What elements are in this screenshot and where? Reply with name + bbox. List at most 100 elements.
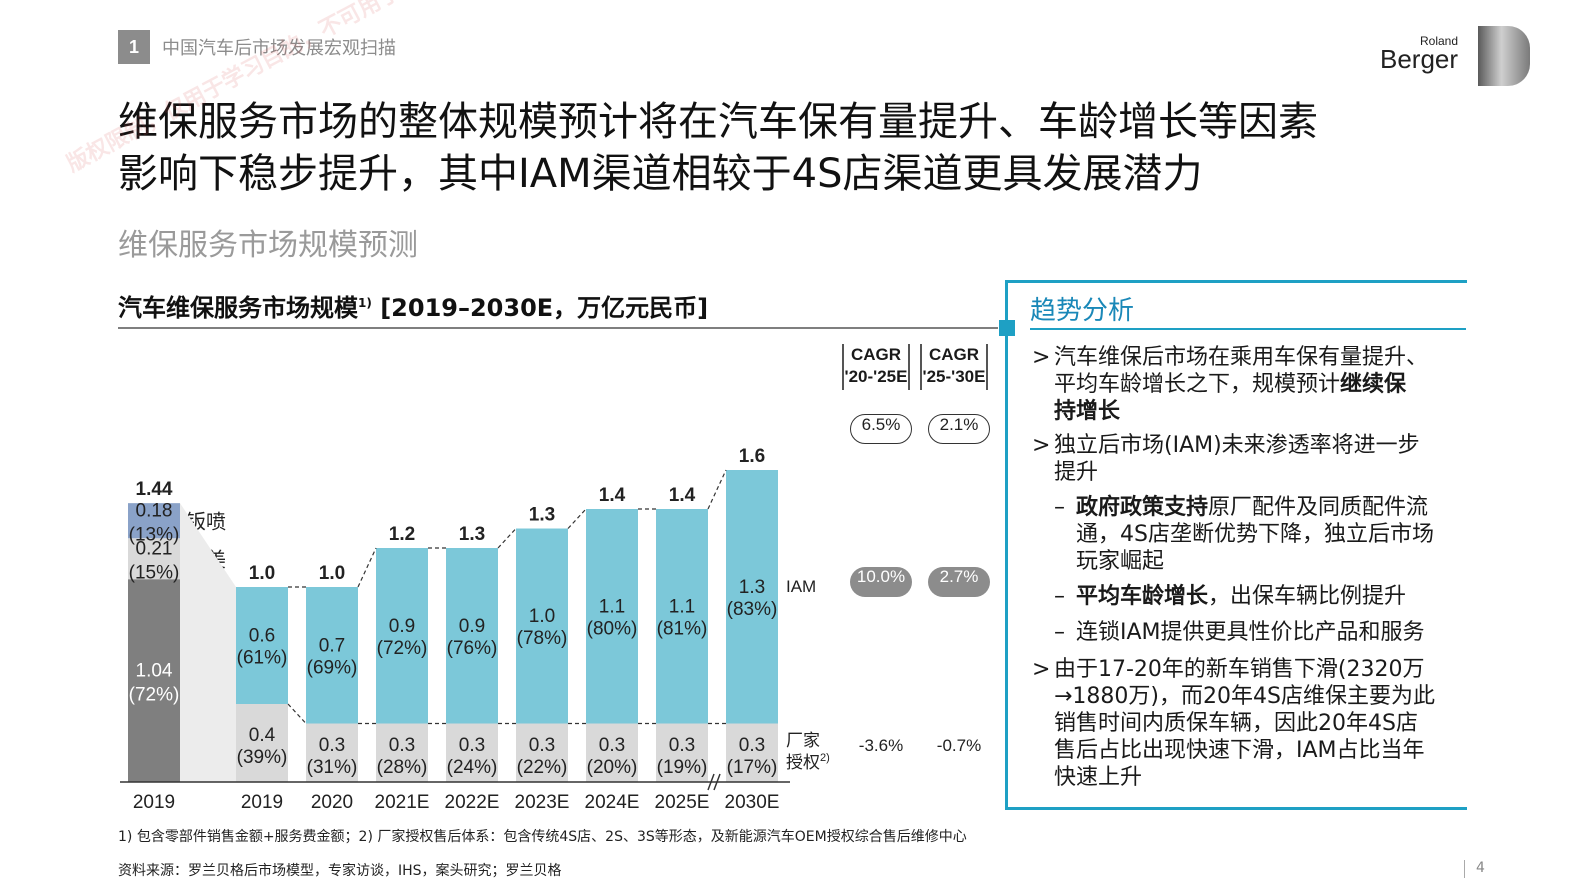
legend-label-oem-line2: 授权2) bbox=[786, 752, 830, 772]
bar-total-label: 1.4 bbox=[599, 485, 626, 506]
x-tick-label-2019-breakdown: 2019 bbox=[133, 792, 175, 813]
oem-value-label: 0.3 bbox=[319, 735, 345, 756]
iam-share-label: (78%) bbox=[517, 628, 568, 649]
bar-iam-2022E bbox=[446, 548, 498, 724]
iam-value-label: 1.3 bbox=[739, 577, 765, 598]
trend-s1-bold: 政府政策支持 bbox=[1076, 495, 1209, 520]
trend-bullet-1: > bbox=[1032, 344, 1050, 371]
x-tick-label: 2030E bbox=[725, 792, 780, 813]
legend-label-iam: IAM bbox=[786, 577, 816, 596]
cagr-header-20-25: CAGR '20-'25E bbox=[842, 344, 910, 390]
bar-2019-维保 bbox=[128, 579, 180, 782]
trend-s1-line3: 玩家崛起 bbox=[1076, 549, 1165, 574]
x-tick-label: 2023E bbox=[515, 792, 570, 813]
bar-oem-2030E bbox=[726, 723, 778, 782]
iam-share-label: (61%) bbox=[237, 648, 288, 669]
bar-iam-2025E bbox=[656, 509, 708, 724]
oem-share-label: (28%) bbox=[377, 757, 428, 778]
trend-s2-rest: ，出保车辆比例提升 bbox=[1208, 584, 1407, 609]
bar-2019-value-label: 0.21 bbox=[136, 539, 173, 560]
trend-s1-line1: 政府政策支持原厂配件及同质配件流 bbox=[1076, 494, 1468, 521]
trend-b1-line3: 持增长 bbox=[1054, 398, 1464, 425]
bar-total-label: 1.0 bbox=[319, 563, 345, 584]
x-tick-label: 2020 bbox=[311, 792, 353, 813]
bullet-glyph: > bbox=[1032, 433, 1051, 458]
cagr-header-label: CAGR bbox=[928, 345, 980, 364]
bar-iam-2020 bbox=[306, 587, 358, 724]
cagr-oem-25-30: -0.7% bbox=[936, 736, 982, 755]
iam-value-label: 0.6 bbox=[249, 626, 275, 647]
axis-break-mark bbox=[707, 773, 715, 791]
bullet-glyph: > bbox=[1032, 345, 1051, 370]
trend-sub-3-dash: – bbox=[1054, 620, 1065, 645]
trend-b1-line2b: 继续保 bbox=[1340, 372, 1407, 397]
x-tick-label: 2025E bbox=[655, 792, 710, 813]
trend-b3-line4: 售后占比出现快速下滑，IAM占比当年 bbox=[1054, 738, 1425, 763]
breakdown-connector-wedge bbox=[180, 503, 236, 782]
market-size-chart: 1.04(72%)维保0.21(15%)洗美0.18(13%)钣喷1.44 0.… bbox=[120, 446, 830, 813]
trend-b3-line5: 快速上升 bbox=[1054, 765, 1143, 790]
cagr-total-20-25: 6.5% bbox=[850, 414, 912, 444]
iam-share-label: (80%) bbox=[587, 618, 638, 639]
oem-share-label: (20%) bbox=[587, 757, 638, 778]
trend-sub-1-text: 政府政策支持原厂配件及同质配件流 通，4S店垄断优势下降，独立后市场 玩家崛起 bbox=[1076, 494, 1468, 575]
oem-trend-connector bbox=[287, 703, 307, 724]
iam-value-label: 0.9 bbox=[459, 616, 485, 637]
logo-roland: Roland bbox=[1420, 34, 1459, 48]
chart-title-text: 汽车维保服务市场规模 bbox=[118, 294, 358, 322]
bar-oem-2019 bbox=[236, 704, 288, 782]
bar-2019-value-label: 1.04 bbox=[136, 661, 173, 682]
trend-panel-title: 趋势分析 bbox=[1030, 296, 1135, 326]
total-trend-connector bbox=[357, 547, 377, 588]
bar-iam-2019 bbox=[236, 587, 288, 704]
trend-bullet-2-text: 独立后市场(IAM)未来渗透率将进一步 提升 bbox=[1054, 432, 1464, 486]
section-number-badge: 1 bbox=[118, 30, 150, 64]
trend-bullet-1-text: 汽车维保后市场在乘用车保有量提升、 平均车龄增长之下，规模预计继续保 持增长 bbox=[1054, 344, 1464, 425]
trend-b1-line2a: 平均车龄增长之下，规模预计 bbox=[1054, 372, 1341, 397]
trend-bullet-3-text: 由于17-20年的新车销售下滑(2320万 →1880万)，而20年4S店维保主… bbox=[1054, 656, 1466, 791]
page-subtitle: 维保服务市场规模预测 bbox=[118, 228, 418, 263]
x-tick-label: 2019 bbox=[241, 792, 283, 813]
cagr-total-25-30: 2.1% bbox=[928, 414, 990, 444]
legend-label-oem-line1: 厂家 bbox=[786, 731, 820, 750]
page-number-divider bbox=[1464, 860, 1465, 878]
legend-footnote-ref: 2) bbox=[820, 752, 830, 764]
bar-oem-2022E bbox=[446, 723, 498, 782]
chart-title-footnote-ref: 1) bbox=[358, 296, 372, 310]
cagr-iam-20-25: 10.0% bbox=[850, 567, 912, 597]
x-tick-label: 2022E bbox=[445, 792, 500, 813]
trend-bullet-3: > bbox=[1032, 656, 1050, 683]
bar-oem-2025E bbox=[656, 723, 708, 782]
cagr-header-period: '25-'30E bbox=[922, 367, 986, 386]
trend-bullet-2: > bbox=[1032, 432, 1050, 459]
trend-s1-line2: 通，4S店垄断优势下降，独立后市场 bbox=[1076, 522, 1434, 547]
oem-share-label: (22%) bbox=[517, 757, 568, 778]
iam-value-label: 1.1 bbox=[669, 596, 695, 617]
bar-2019-value-label: 0.18 bbox=[136, 501, 173, 522]
page-title-line1: 维保服务市场的整体规模预计将在汽车保有量提升、车龄增长等因素 bbox=[118, 99, 1318, 145]
chart-title: 汽车维保服务市场规模1) [2019–2030E，万亿元民币] bbox=[118, 288, 708, 323]
chart-2019-breakdown: 1.04(72%)维保0.21(15%)洗美0.18(13%)钣喷1.44 bbox=[128, 479, 236, 782]
chart-title-unit: [2019–2030E，万亿元民币] bbox=[371, 294, 709, 322]
bar-iam-2024E bbox=[586, 509, 638, 724]
bar-oem-2024E bbox=[586, 723, 638, 782]
oem-value-label: 0.3 bbox=[739, 735, 765, 756]
trend-b3-line1: 由于17-20年的新车销售下滑(2320万 bbox=[1054, 657, 1425, 682]
oem-value-label: 0.3 bbox=[389, 735, 415, 756]
iam-value-label: 1.0 bbox=[529, 606, 555, 627]
iam-share-label: (76%) bbox=[447, 638, 498, 659]
iam-value-label: 0.9 bbox=[389, 616, 415, 637]
oem-value-label: 0.3 bbox=[529, 735, 555, 756]
oem-share-label: (24%) bbox=[447, 757, 498, 778]
bar-total-label: 1.3 bbox=[459, 524, 485, 545]
trend-b1-line3b: 持增长 bbox=[1054, 399, 1121, 424]
bar-total-label: 1.2 bbox=[389, 524, 415, 545]
oem-share-label: (31%) bbox=[307, 757, 358, 778]
trend-b1-line1: 汽车维保后市场在乘用车保有量提升、 bbox=[1054, 345, 1429, 370]
oem-share-label: (17%) bbox=[727, 757, 778, 778]
cagr-oem-20-25: -3.6% bbox=[858, 736, 904, 755]
cagr-iam-25-30: 2.7% bbox=[928, 567, 990, 597]
oem-share-label: (39%) bbox=[237, 747, 288, 768]
bar-iam-2021E bbox=[376, 548, 428, 724]
page-title-line2: 影响下稳步提升，其中IAM渠道相较于4S店渠道更具发展潜力 bbox=[118, 151, 1203, 197]
